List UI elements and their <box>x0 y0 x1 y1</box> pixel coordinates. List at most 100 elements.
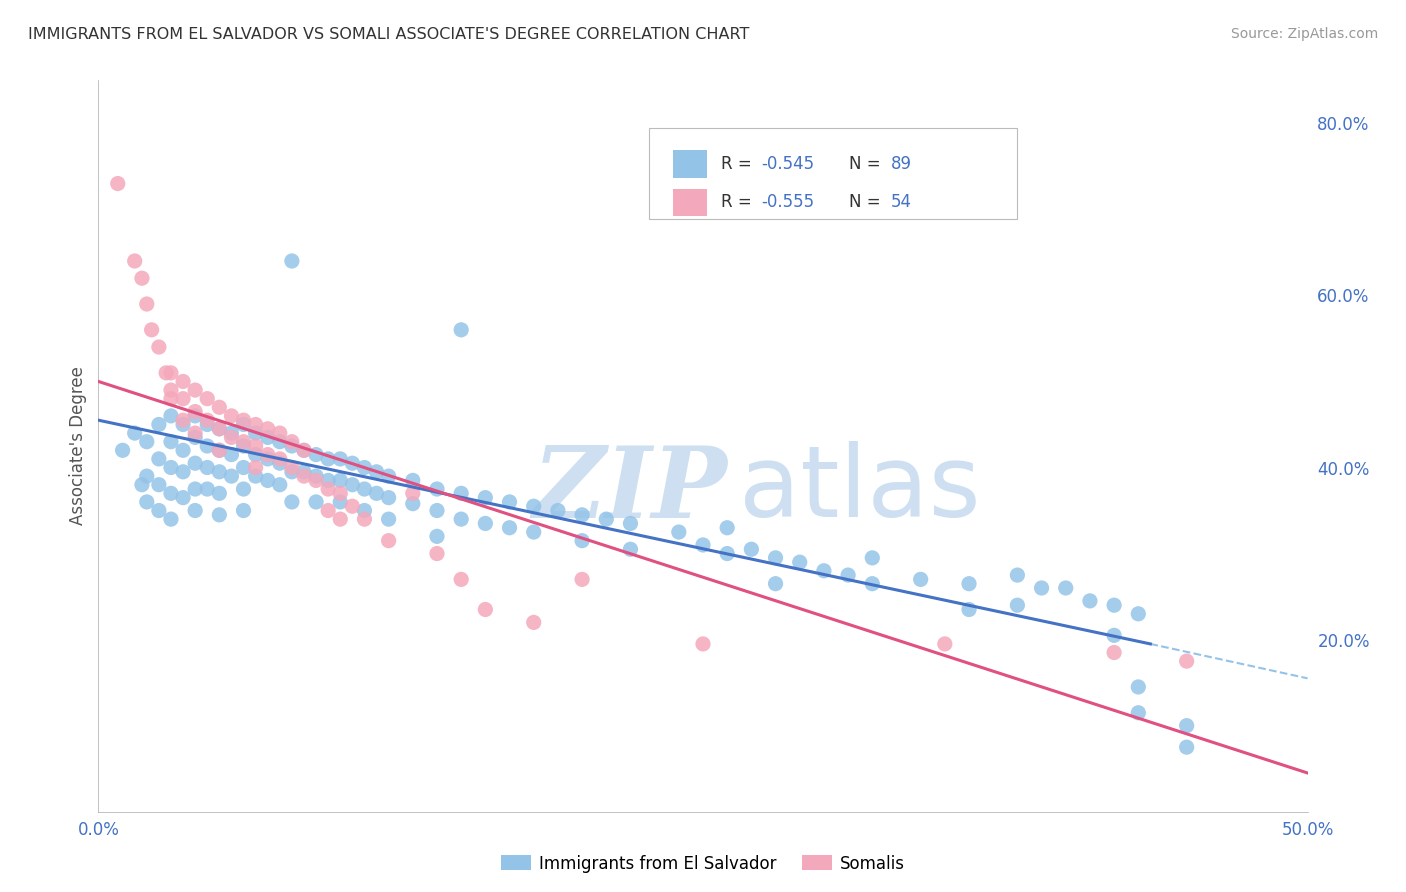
Point <box>692 637 714 651</box>
Point <box>402 486 425 500</box>
Point <box>450 573 472 587</box>
Point <box>208 443 231 458</box>
Point <box>571 573 593 587</box>
Point <box>195 482 218 496</box>
Point <box>281 495 304 509</box>
Point <box>172 443 194 458</box>
FancyBboxPatch shape <box>673 188 707 217</box>
Point <box>1102 646 1125 660</box>
Text: atlas: atlas <box>740 442 981 539</box>
Point <box>474 491 496 505</box>
Point <box>208 443 231 458</box>
Point <box>523 615 546 630</box>
Point <box>155 366 177 380</box>
Point <box>135 297 157 311</box>
Point <box>208 422 231 436</box>
Point <box>498 495 520 509</box>
Point <box>450 512 472 526</box>
Point <box>619 516 641 531</box>
Point <box>765 550 787 565</box>
Point <box>184 426 207 441</box>
Text: R =: R = <box>721 154 758 173</box>
Point <box>668 524 690 539</box>
Point <box>342 500 364 514</box>
Point <box>232 434 254 449</box>
Point <box>160 366 183 380</box>
Point <box>860 550 883 565</box>
Point <box>305 469 328 483</box>
Point <box>450 486 472 500</box>
Point <box>184 456 207 470</box>
Point <box>837 568 859 582</box>
Point <box>184 503 207 517</box>
Point <box>292 469 315 483</box>
Point <box>292 443 315 458</box>
Point <box>292 465 315 479</box>
Text: ZIP: ZIP <box>533 442 727 538</box>
Point <box>1175 719 1198 733</box>
Point <box>195 439 218 453</box>
Point <box>232 503 254 517</box>
Point <box>498 521 520 535</box>
Point <box>245 448 267 462</box>
Point <box>281 434 304 449</box>
Point <box>1128 607 1150 621</box>
Point <box>160 486 183 500</box>
Point <box>342 456 364 470</box>
Point <box>377 512 399 526</box>
Y-axis label: Associate's Degree: Associate's Degree <box>69 367 87 525</box>
Point <box>148 340 170 354</box>
Point <box>184 383 207 397</box>
Point <box>135 495 157 509</box>
Point <box>184 482 207 496</box>
Point <box>160 392 183 406</box>
Point <box>160 512 183 526</box>
Point <box>221 409 243 423</box>
Point <box>124 426 146 441</box>
Point <box>245 469 267 483</box>
Text: IMMIGRANTS FROM EL SALVADOR VS SOMALI ASSOCIATE'S DEGREE CORRELATION CHART: IMMIGRANTS FROM EL SALVADOR VS SOMALI AS… <box>28 27 749 42</box>
Point <box>595 512 617 526</box>
Point <box>1128 706 1150 720</box>
Point <box>789 555 811 569</box>
Point <box>232 413 254 427</box>
Point <box>148 503 170 517</box>
Point <box>329 512 352 526</box>
Point <box>172 392 194 406</box>
Point <box>765 576 787 591</box>
Point <box>160 460 183 475</box>
Point <box>281 460 304 475</box>
Point <box>316 482 339 496</box>
Point <box>474 602 496 616</box>
Point <box>172 465 194 479</box>
Text: -0.545: -0.545 <box>761 154 814 173</box>
Point <box>256 430 278 444</box>
Point <box>148 477 170 491</box>
Point <box>148 451 170 466</box>
Point <box>160 383 183 397</box>
Point <box>232 417 254 432</box>
Point <box>135 469 157 483</box>
Point <box>281 254 304 268</box>
Point <box>135 434 157 449</box>
Text: -0.555: -0.555 <box>761 194 814 211</box>
Point <box>329 495 352 509</box>
Point <box>305 448 328 462</box>
Point <box>402 497 425 511</box>
Point <box>353 503 375 517</box>
Point <box>619 542 641 557</box>
Point <box>184 404 207 418</box>
Point <box>195 460 218 475</box>
Point <box>148 417 170 432</box>
Point <box>813 564 835 578</box>
Point <box>316 503 339 517</box>
Point <box>221 448 243 462</box>
Point <box>523 500 546 514</box>
Point <box>245 426 267 441</box>
Point <box>1102 598 1125 612</box>
Point <box>342 477 364 491</box>
Point <box>377 491 399 505</box>
Point <box>269 477 291 491</box>
Point <box>172 375 194 389</box>
Legend: Immigrants from El Salvador, Somalis: Immigrants from El Salvador, Somalis <box>495 848 911 880</box>
